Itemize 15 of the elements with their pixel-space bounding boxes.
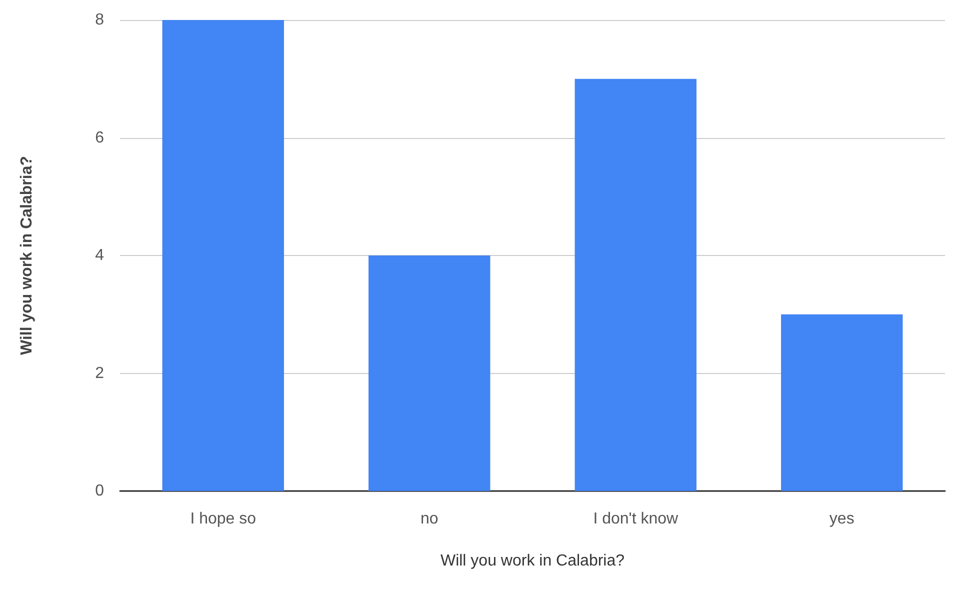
y-tick-label: 8	[95, 12, 104, 28]
y-tick-label: 4	[95, 247, 104, 264]
bar	[368, 256, 490, 491]
y-tick-label: 0	[95, 482, 104, 500]
bar	[162, 20, 284, 491]
bar	[781, 314, 903, 491]
y-tick-label: 2	[95, 364, 104, 382]
x-tick-label: I hope so	[190, 510, 256, 528]
x-axis-title: Will you work in Calabria?	[440, 552, 625, 570]
bar	[574, 78, 696, 491]
x-tick-label: yes	[829, 510, 854, 528]
y-axis-title: Will you work in Calabria?	[18, 156, 36, 355]
x-tick-label: I don't know	[593, 510, 679, 528]
y-tick-label: 6	[95, 129, 104, 146]
x-tick-label: no	[420, 510, 438, 528]
